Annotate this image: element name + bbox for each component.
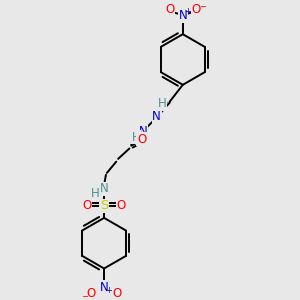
Text: −: − — [81, 292, 88, 300]
Text: O: O — [82, 199, 92, 212]
Text: H: H — [132, 131, 140, 144]
Text: O: O — [86, 287, 96, 300]
Text: N: N — [100, 281, 109, 294]
Text: H: H — [158, 97, 167, 110]
Text: N: N — [139, 125, 148, 138]
Text: O: O — [191, 3, 200, 16]
Text: S: S — [100, 199, 108, 212]
Text: H: H — [91, 187, 100, 200]
Text: −: − — [199, 2, 206, 11]
Text: N: N — [152, 110, 161, 123]
Text: N: N — [100, 182, 109, 195]
Text: O: O — [116, 199, 126, 212]
Text: O: O — [137, 133, 146, 146]
Text: +: + — [184, 7, 191, 16]
Text: +: + — [105, 286, 112, 296]
Text: N: N — [178, 9, 187, 22]
Text: O: O — [165, 3, 174, 16]
Text: O: O — [112, 287, 122, 300]
